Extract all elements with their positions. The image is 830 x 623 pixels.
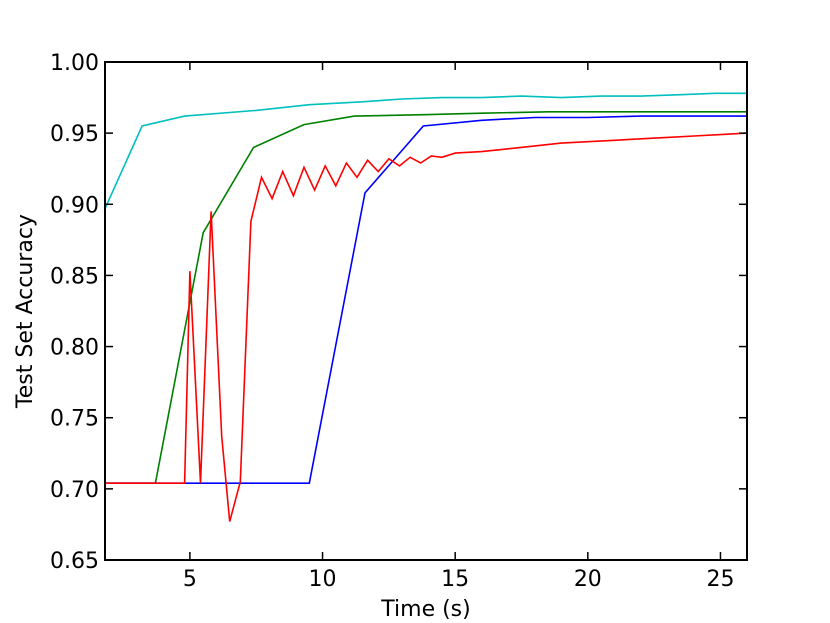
ticks-layer: 5 10 15 20 25 0.65 0.70 0.75 0.80 0.85 0.90 0.95 1.0… bbox=[50, 51, 747, 592]
y-tick-label: 0.70 bbox=[50, 478, 99, 503]
y-tick-label: 0.85 bbox=[50, 264, 99, 289]
series-line-1 bbox=[105, 92, 747, 209]
x-tick-label: 10 bbox=[309, 567, 337, 592]
series-line-2 bbox=[105, 111, 747, 485]
x-tick-label: 15 bbox=[441, 567, 469, 592]
x-tick-label: 25 bbox=[706, 567, 734, 592]
y-tick-label: 0.95 bbox=[50, 122, 99, 147]
series-line-4 bbox=[105, 132, 747, 522]
y-tick-label: 0.65 bbox=[50, 549, 99, 574]
x-axis-label: Time (s) bbox=[380, 597, 470, 622]
series-line-3 bbox=[105, 115, 747, 485]
y-tick-label: 0.80 bbox=[50, 336, 99, 361]
x-tick-label: 5 bbox=[183, 567, 197, 592]
y-tick-label: 0.90 bbox=[50, 193, 99, 218]
series-layer bbox=[105, 92, 747, 522]
y-tick-label: 1.00 bbox=[50, 51, 99, 76]
y-tick-label: 0.75 bbox=[50, 407, 99, 432]
x-tick-label: 20 bbox=[574, 567, 602, 592]
y-axis-label: Test Set Accuracy bbox=[13, 214, 38, 409]
plot-frame bbox=[104, 61, 748, 561]
